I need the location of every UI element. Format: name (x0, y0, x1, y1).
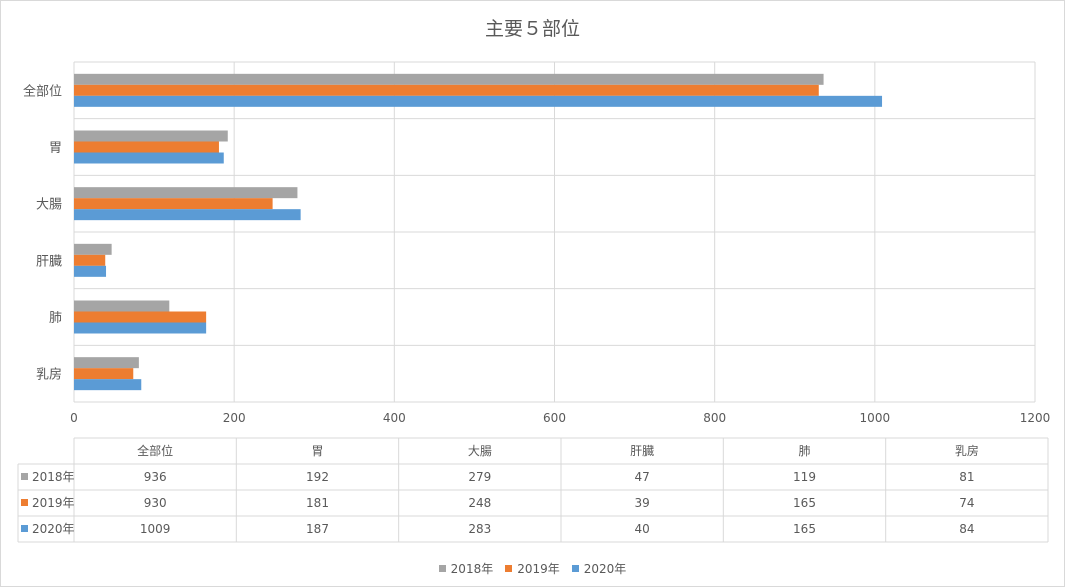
table-cell: 119 (793, 470, 816, 484)
bar (74, 379, 142, 391)
bar (74, 141, 219, 153)
bar (74, 243, 112, 255)
table-cell: 936 (144, 470, 167, 484)
table-cell: 192 (306, 470, 329, 484)
table-cell: 1009 (140, 522, 171, 536)
chart-title: 主要５部位 (484, 18, 580, 40)
table-cell: 39 (635, 496, 650, 510)
table-cell: 187 (306, 522, 329, 536)
bar (74, 130, 228, 142)
bar (74, 300, 170, 312)
table-cell: 248 (468, 496, 491, 510)
table-header-cell: 全部位 (137, 443, 173, 458)
legend-label: 2020年 (583, 562, 627, 576)
x-tick-label: 400 (383, 411, 406, 425)
y-tick-label: 肺 (49, 311, 62, 326)
table-cell: 165 (793, 522, 816, 536)
table-row-label: 2020年 (32, 522, 75, 536)
legend-item: 2019年 (505, 560, 560, 577)
bar (74, 265, 107, 277)
table-cell: 74 (959, 496, 974, 510)
x-tick-label: 800 (703, 411, 726, 425)
chart-legend: 2018年 2019年 2020年 (0, 560, 1065, 577)
table-header-cell: 肺 (798, 444, 810, 458)
bar (74, 311, 207, 323)
table-cell: 81 (959, 470, 974, 484)
table-cell: 40 (635, 522, 650, 536)
legend-swatch (438, 565, 446, 572)
table-header-cell: 胃 (311, 444, 323, 458)
legend-label: 2018年 (450, 562, 494, 576)
legend-swatch (571, 565, 579, 572)
bar (74, 84, 819, 96)
bar (74, 73, 824, 85)
bar (74, 368, 134, 380)
table-legend-key (21, 499, 28, 506)
bar (74, 152, 224, 164)
y-tick-label: 胃 (49, 141, 62, 156)
x-tick-label: 600 (543, 411, 566, 425)
bar (74, 198, 273, 210)
bar (74, 95, 883, 107)
table-cell: 279 (468, 470, 491, 484)
table-row-label: 2018年 (32, 470, 75, 484)
y-tick-label: 全部位 (23, 83, 62, 99)
bar (74, 357, 139, 369)
bar (74, 322, 207, 334)
y-tick-label: 大腸 (36, 198, 62, 213)
table-cell: 165 (793, 496, 816, 510)
bar (74, 254, 106, 266)
legend-label: 2019年 (517, 562, 560, 576)
y-tick-label: 乳房 (36, 367, 62, 383)
table-header-cell: 乳房 (955, 443, 979, 458)
x-tick-label: 1000 (860, 411, 891, 425)
bar (74, 209, 301, 221)
table-cell: 47 (635, 470, 650, 484)
bar (74, 187, 298, 199)
legend-swatch (505, 565, 513, 572)
table-cell: 930 (144, 496, 167, 510)
table-legend-key (21, 473, 28, 480)
x-tick-label: 1200 (1020, 411, 1051, 425)
table-row-label: 2019年 (32, 496, 75, 510)
y-tick-label: 肝臓 (36, 254, 62, 269)
table-cell: 283 (468, 522, 491, 536)
table-cell: 181 (306, 496, 329, 510)
x-tick-label: 200 (223, 411, 246, 425)
x-tick-label: 0 (70, 411, 78, 425)
legend-item: 2018年 (438, 560, 494, 577)
legend-item: 2020年 (571, 560, 627, 577)
table-header-cell: 大腸 (468, 444, 492, 458)
table-header-cell: 肝臓 (630, 444, 654, 458)
table-cell: 84 (959, 522, 974, 536)
table-legend-key (21, 525, 28, 532)
